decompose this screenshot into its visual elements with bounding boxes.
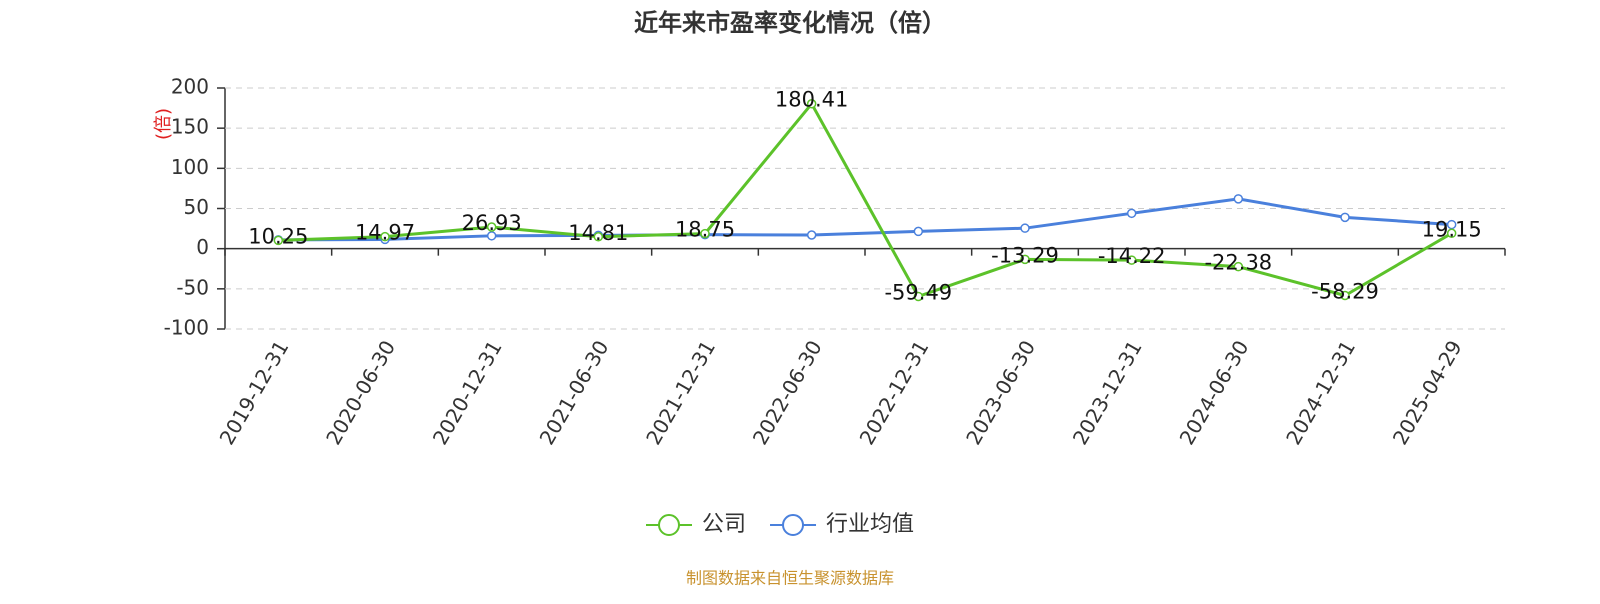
legend-marker xyxy=(658,514,680,536)
y-tick-label: 50 xyxy=(184,195,209,219)
y-axis-label: (倍) xyxy=(153,108,174,140)
chart-title: 近年来市盈率变化情况（倍） xyxy=(634,9,946,37)
point xyxy=(1340,290,1350,301)
point xyxy=(1126,208,1137,219)
data-label: 19.15 xyxy=(1422,217,1482,241)
data-label: -14.22 xyxy=(1098,244,1166,268)
y-tick-label: -100 xyxy=(164,316,209,340)
legend-label: 行业均值 xyxy=(826,512,914,537)
point xyxy=(273,235,284,246)
data-label: 18.75 xyxy=(675,218,735,242)
x-tick-label: 2020-06-30 xyxy=(321,336,400,449)
point xyxy=(1233,194,1244,204)
series-line xyxy=(278,101,1453,299)
point xyxy=(1020,254,1030,265)
x-tick-label: 2021-12-31 xyxy=(641,336,720,449)
data-label: 180.41 xyxy=(775,88,848,112)
point xyxy=(593,232,604,242)
point xyxy=(1446,228,1457,239)
x-tick-label: 2020-12-31 xyxy=(428,336,507,449)
y-tick-label: -50 xyxy=(176,275,209,299)
data-label: -13.29 xyxy=(991,243,1059,267)
y-tick-label: 100 xyxy=(171,155,209,179)
point xyxy=(700,228,710,239)
y-tick-label: 0 xyxy=(196,235,209,259)
data-label: 14.81 xyxy=(568,221,628,245)
x-tick-label: 2024-12-31 xyxy=(1281,336,1360,449)
x-tick-label: 2019-12-31 xyxy=(215,336,294,449)
x-tick-label: 2023-12-31 xyxy=(1068,336,1147,449)
point xyxy=(1233,261,1244,272)
point xyxy=(806,230,817,240)
source-note: 制图数据来自恒生聚源数据库 xyxy=(686,569,894,588)
data-label: 14.97 xyxy=(355,221,415,245)
x-tick-label: 2021-06-30 xyxy=(535,336,614,449)
x-tick-label: 2025-04-29 xyxy=(1388,336,1467,449)
y-tick-label: 200 xyxy=(171,75,209,99)
data-label: 26.93 xyxy=(462,211,522,235)
x-tick-label: 2022-12-31 xyxy=(855,336,934,449)
y-tick-label: 150 xyxy=(171,115,209,139)
legend-label: 公司 xyxy=(702,512,746,537)
data-label: -59.49 xyxy=(884,280,952,304)
legend-marker xyxy=(782,514,805,536)
data-label: -58.29 xyxy=(1311,279,1379,303)
x-tick-label: 2022-06-30 xyxy=(748,336,827,449)
x-tick-label: 2023-06-30 xyxy=(961,336,1040,449)
point xyxy=(486,231,497,241)
data-label: 10.25 xyxy=(248,224,308,248)
series-line xyxy=(278,197,1452,242)
point xyxy=(1126,255,1137,265)
point xyxy=(913,226,924,237)
point xyxy=(806,98,817,109)
x-tick-label: 2024-06-30 xyxy=(1175,336,1254,449)
data-label: -22.38 xyxy=(1204,251,1272,275)
point xyxy=(380,231,390,242)
point xyxy=(486,222,497,232)
point xyxy=(1340,212,1350,223)
point xyxy=(1020,223,1030,233)
point xyxy=(913,291,924,302)
